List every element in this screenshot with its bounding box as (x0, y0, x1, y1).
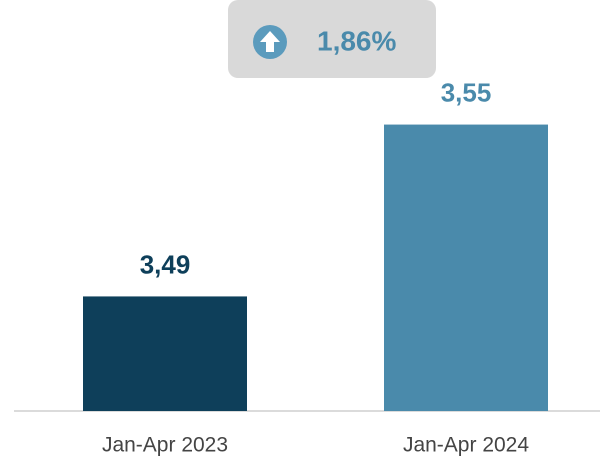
x-tick-label: Jan-Apr 2024 (403, 434, 529, 457)
bar (83, 296, 247, 411)
x-tick-label: Jan-Apr 2023 (102, 434, 228, 457)
value-label: 3,55 (441, 77, 492, 107)
value-label: 3,49 (140, 249, 191, 279)
annotation-box (228, 0, 436, 78)
annotation: 1,86% (317, 25, 396, 56)
up-arrow (260, 31, 280, 52)
bar (384, 124, 548, 412)
